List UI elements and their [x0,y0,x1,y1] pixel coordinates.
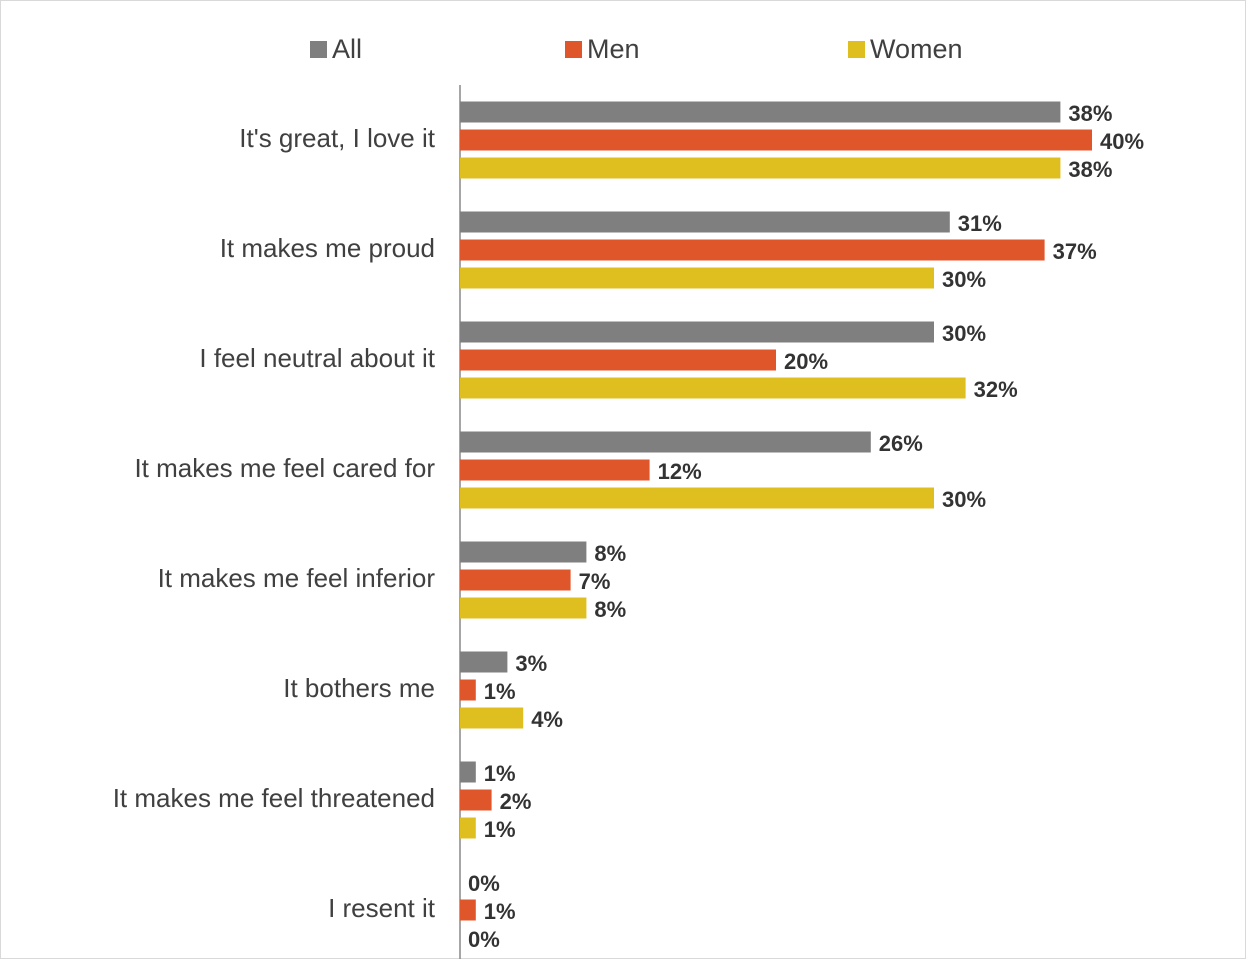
legend-label: All [332,34,362,64]
category-label: It's great, I love it [239,123,435,153]
bar [460,597,587,619]
bar [460,651,508,673]
value-label: 0% [468,927,500,952]
value-label: 12% [658,459,702,484]
category-label: It makes me proud [220,233,435,263]
bar [460,569,571,591]
bar [460,101,1061,123]
value-label: 32% [974,377,1018,402]
bar [460,321,934,343]
bar [460,761,476,783]
value-label: 37% [1053,239,1097,264]
value-label: 30% [942,321,986,346]
value-label: 26% [879,431,923,456]
value-label: 0% [468,871,500,896]
value-label: 1% [484,761,516,786]
value-label: 1% [484,899,516,924]
bar [460,211,950,233]
bar [460,267,934,289]
category-label: It makes me feel inferior [158,563,436,593]
bar [460,789,492,811]
value-label: 8% [594,541,626,566]
bar [460,817,476,839]
category-label: I feel neutral about it [199,343,435,373]
value-label: 1% [484,679,516,704]
bar [460,707,524,729]
legend-swatch [848,41,865,58]
value-label: 8% [594,597,626,622]
bar [460,487,934,509]
legend-label: Men [587,34,640,64]
bar [460,459,650,481]
legend-label: Women [870,34,963,64]
value-label: 1% [484,817,516,842]
value-label: 7% [579,569,611,594]
value-label: 40% [1100,129,1144,154]
bar [460,239,1045,261]
bar [460,431,871,453]
value-label: 38% [1068,157,1112,182]
value-label: 4% [531,707,563,732]
value-label: 30% [942,267,986,292]
bar [460,129,1092,151]
bar [460,377,966,399]
value-label: 38% [1068,101,1112,126]
bar [460,157,1061,179]
legend-swatch [565,41,582,58]
bar [460,541,587,563]
legend-swatch [310,41,327,58]
bar [460,679,476,701]
value-label: 2% [500,789,532,814]
value-label: 20% [784,349,828,374]
bar [460,899,476,921]
bar [460,349,776,371]
category-label: It bothers me [283,673,435,703]
category-label: I resent it [328,893,436,923]
value-label: 3% [515,651,547,676]
value-label: 31% [958,211,1002,236]
value-label: 30% [942,487,986,512]
category-label: It makes me feel cared for [134,453,435,483]
category-label: It makes me feel threatened [113,783,435,813]
